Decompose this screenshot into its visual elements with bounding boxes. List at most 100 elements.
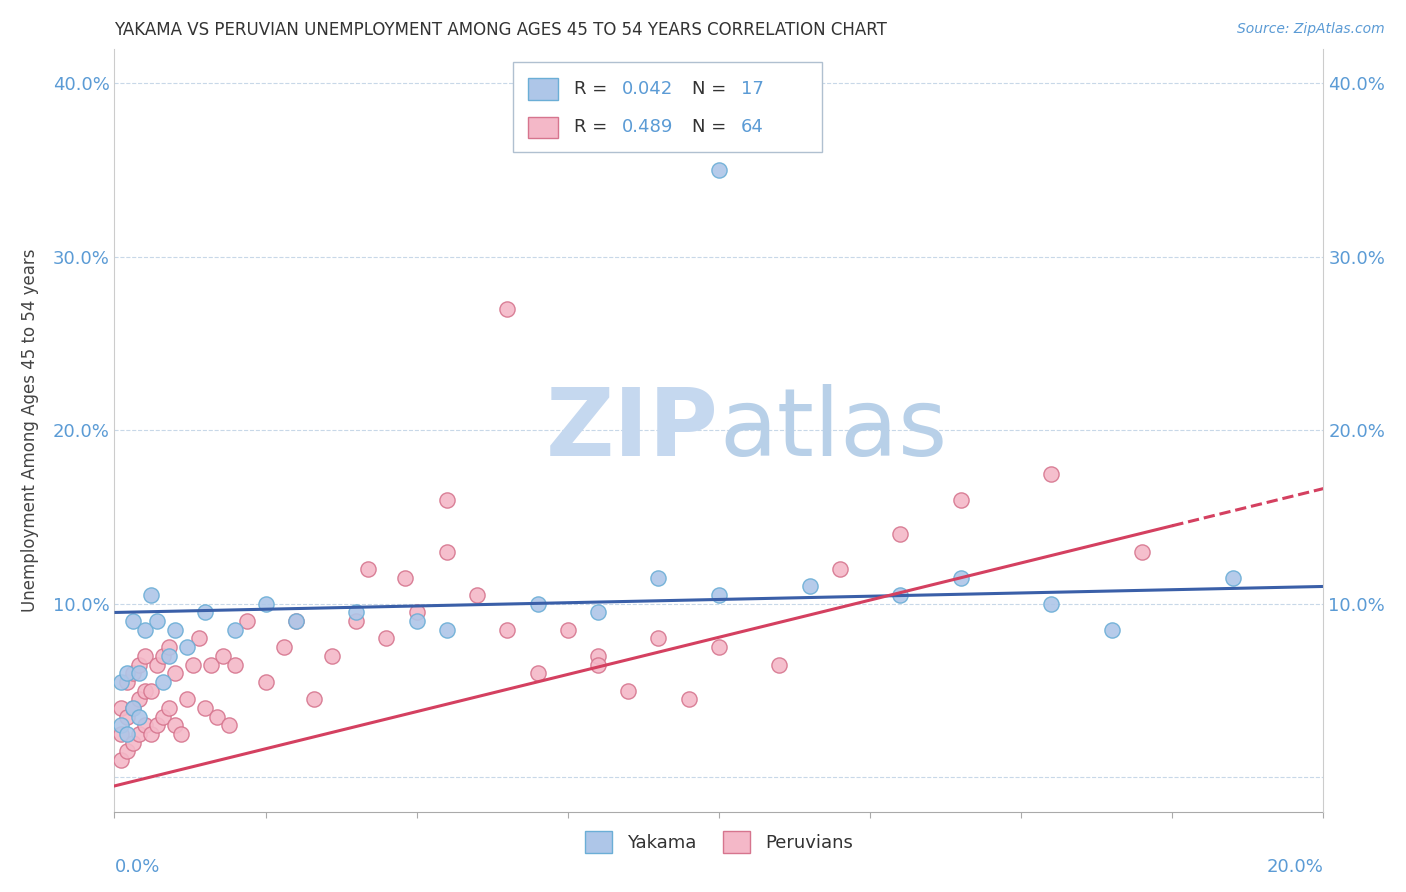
Point — [152, 709, 174, 723]
Point — [176, 692, 198, 706]
Point — [157, 648, 180, 663]
Text: 17: 17 — [741, 80, 763, 98]
Text: R =: R = — [574, 80, 613, 98]
Point — [163, 666, 186, 681]
Point — [115, 674, 138, 689]
Point — [121, 701, 143, 715]
Point — [194, 701, 217, 715]
Point — [121, 614, 143, 628]
Point — [405, 614, 427, 628]
Point — [647, 571, 669, 585]
Point — [1040, 467, 1063, 481]
Point — [436, 623, 458, 637]
Text: 0.0%: 0.0% — [114, 858, 160, 876]
Point — [436, 545, 458, 559]
Point — [139, 588, 162, 602]
Point — [284, 614, 307, 628]
Point — [375, 632, 398, 646]
Point — [586, 648, 609, 663]
Point — [110, 718, 132, 732]
Point — [678, 692, 700, 706]
Point — [284, 614, 307, 628]
Point — [344, 606, 367, 620]
Point — [110, 674, 132, 689]
Text: ZIP: ZIP — [546, 384, 718, 476]
Point — [134, 648, 156, 663]
Point — [181, 657, 204, 672]
Point — [139, 727, 162, 741]
Text: N =: N = — [692, 80, 733, 98]
Point — [394, 571, 416, 585]
Point — [768, 657, 790, 672]
Point — [188, 632, 211, 646]
Point — [707, 640, 730, 655]
Point — [321, 648, 343, 663]
Point — [344, 614, 367, 628]
Point — [157, 701, 180, 715]
Legend: Yakama, Peruvians: Yakama, Peruvians — [578, 823, 860, 860]
Point — [828, 562, 851, 576]
Point — [134, 623, 156, 637]
Point — [134, 683, 156, 698]
Point — [121, 666, 143, 681]
Point — [302, 692, 325, 706]
Point — [1040, 597, 1063, 611]
Point — [557, 623, 579, 637]
Text: 20.0%: 20.0% — [1267, 858, 1323, 876]
Point — [115, 744, 138, 758]
Point — [163, 623, 186, 637]
FancyBboxPatch shape — [527, 78, 558, 100]
Point — [212, 648, 235, 663]
Point — [1130, 545, 1153, 559]
Point — [949, 492, 972, 507]
Point — [465, 588, 488, 602]
Point — [889, 527, 911, 541]
Text: atlas: atlas — [718, 384, 948, 476]
Point — [128, 727, 150, 741]
Point — [170, 727, 193, 741]
Text: YAKAMA VS PERUVIAN UNEMPLOYMENT AMONG AGES 45 TO 54 YEARS CORRELATION CHART: YAKAMA VS PERUVIAN UNEMPLOYMENT AMONG AG… — [114, 21, 887, 39]
Point — [254, 597, 277, 611]
Point — [176, 640, 198, 655]
Point — [134, 718, 156, 732]
Point — [224, 657, 246, 672]
FancyBboxPatch shape — [513, 62, 821, 152]
Point — [949, 571, 972, 585]
Text: 0.042: 0.042 — [623, 80, 673, 98]
Point — [496, 301, 519, 316]
Point — [205, 709, 228, 723]
Point — [110, 753, 132, 767]
Point — [110, 701, 132, 715]
Point — [218, 718, 240, 732]
Text: 0.489: 0.489 — [623, 119, 673, 136]
Point — [526, 666, 548, 681]
Point — [889, 588, 911, 602]
Point — [436, 492, 458, 507]
Point — [128, 709, 150, 723]
Point — [273, 640, 295, 655]
Text: 64: 64 — [741, 119, 763, 136]
Point — [146, 657, 169, 672]
Point — [163, 718, 186, 732]
Point — [200, 657, 222, 672]
Point — [128, 657, 150, 672]
Point — [586, 606, 609, 620]
Point — [152, 674, 174, 689]
Point — [236, 614, 259, 628]
Text: R =: R = — [574, 119, 613, 136]
Point — [617, 683, 640, 698]
Point — [357, 562, 380, 576]
Point — [526, 597, 548, 611]
FancyBboxPatch shape — [527, 117, 558, 138]
Point — [115, 709, 138, 723]
Point — [146, 718, 169, 732]
Point — [707, 163, 730, 178]
Point — [224, 623, 246, 637]
Point — [647, 632, 669, 646]
Point — [405, 606, 427, 620]
Point — [152, 648, 174, 663]
Point — [121, 735, 143, 749]
Point — [128, 692, 150, 706]
Point — [139, 683, 162, 698]
Point — [110, 727, 132, 741]
